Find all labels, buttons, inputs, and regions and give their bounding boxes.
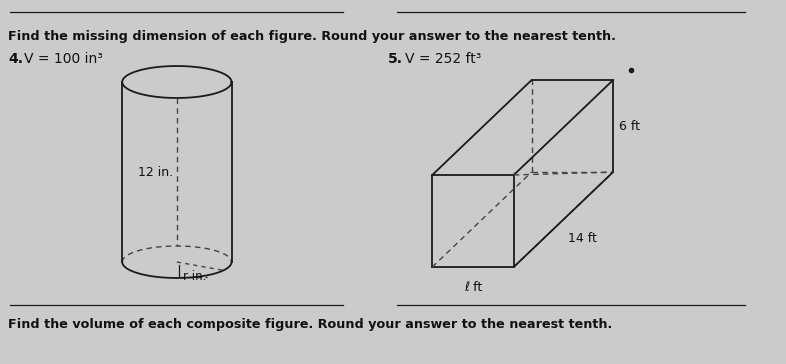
Text: V = 252 ft³: V = 252 ft³: [406, 52, 482, 66]
Text: Find the volume of each composite figure. Round your answer to the nearest tenth: Find the volume of each composite figure…: [8, 318, 612, 331]
Text: 6 ft: 6 ft: [619, 119, 640, 132]
Text: V = 100 in³: V = 100 in³: [24, 52, 103, 66]
Text: r in.: r in.: [183, 270, 206, 283]
Text: ℓ ft: ℓ ft: [464, 281, 482, 294]
Text: Find the missing dimension of each figure. Round your answer to the nearest tent: Find the missing dimension of each figur…: [8, 30, 615, 43]
Text: 12 in.: 12 in.: [138, 166, 173, 178]
Text: 4.: 4.: [8, 52, 23, 66]
Text: 14 ft: 14 ft: [568, 232, 597, 245]
Text: 5.: 5.: [387, 52, 402, 66]
